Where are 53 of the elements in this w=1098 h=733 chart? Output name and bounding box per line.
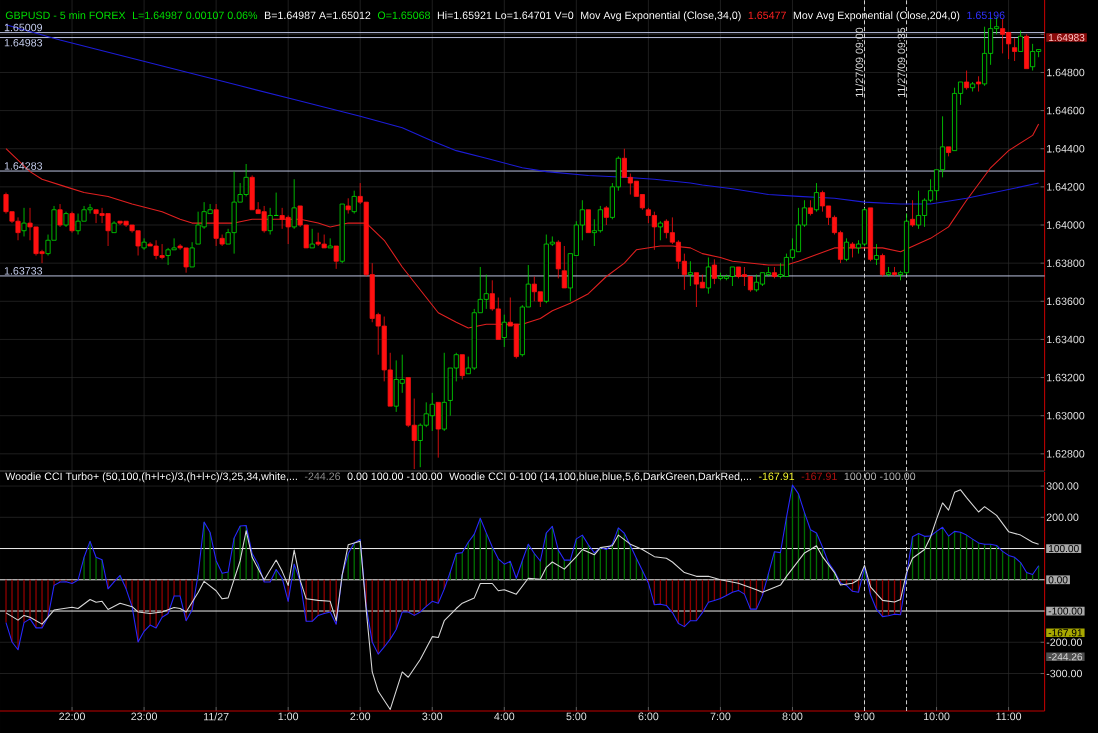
text: -244.26 bbox=[1048, 653, 1083, 661]
y-tick-label: 1.63800 bbox=[1047, 259, 1085, 267]
y-tick-label: 1.63600 bbox=[1047, 297, 1085, 306]
x-tick-label: 1:00 bbox=[278, 712, 299, 721]
annotation: Mov Avg Exponential (Close,34,0) bbox=[581, 11, 741, 22]
annotation: O=1.65068 bbox=[377, 11, 431, 20]
annotation: -244.26 bbox=[304, 472, 341, 481]
annotation: 1.65196 bbox=[967, 11, 1005, 20]
x-tick-label: 8:00 bbox=[782, 712, 803, 721]
x-tick-label: 6:00 bbox=[638, 712, 659, 721]
x-tick-label: 4:00 bbox=[494, 712, 515, 721]
y-tick-label: 1.62800 bbox=[1047, 450, 1085, 458]
x-tick-label: 2:00 bbox=[350, 712, 371, 721]
annotation: -167.91 bbox=[758, 472, 795, 481]
text: L=1.64987 0.00107 0.06% bbox=[133, 11, 258, 20]
annotation: Mov Avg Exponential (Close,204,0) bbox=[793, 11, 960, 22]
annotation: 100.00 -100.00 bbox=[844, 472, 916, 481]
annotation: 1.65477 bbox=[748, 11, 786, 20]
annotation: -167.91 bbox=[801, 472, 837, 481]
y-tick-label: 1.64600 bbox=[1047, 106, 1085, 115]
x-tick-label: 23:00 bbox=[131, 712, 158, 721]
y-tick-label: 1.64000 bbox=[1047, 221, 1085, 229]
text: -167.91 bbox=[1048, 629, 1083, 637]
ref-line-label: 1.63733 bbox=[4, 267, 43, 275]
annotation: Woodie CCI 0-100 (14,100,blue,blue,5,6,DarkGreen,DarkRed,... bbox=[449, 472, 751, 483]
y-tick-label: -200.00 bbox=[1046, 638, 1082, 647]
ref-line-label: 100.00 bbox=[1048, 544, 1079, 553]
ref-line-label: -100.00 bbox=[1048, 607, 1083, 615]
x-tick-label: 7:00 bbox=[710, 712, 731, 721]
y-tick-label: 1.63200 bbox=[1047, 373, 1085, 382]
x-tick-label: 11:00 bbox=[996, 712, 1022, 721]
y-tick-label: -300.00 bbox=[1046, 669, 1082, 678]
ref-line-label: 0.00 bbox=[1048, 576, 1068, 584]
y-tick-label: 1.64800 bbox=[1047, 68, 1085, 77]
text: GBPUSD - 5 min FOREX bbox=[5, 11, 126, 20]
ref-line-label: 1.64983 bbox=[4, 38, 43, 47]
x-tick-label: 11/27 bbox=[204, 712, 229, 721]
annotation: Hi=1.65921 Lo=1.64701 V=0 bbox=[437, 11, 574, 20]
annotation: 1.64983 bbox=[1048, 33, 1085, 42]
y-tick-label: 300.00 bbox=[1046, 482, 1079, 490]
x-tick-label: 3:00 bbox=[422, 712, 443, 721]
y-tick-label: 1.63400 bbox=[1047, 335, 1085, 344]
x-tick-label: 5:00 bbox=[566, 712, 587, 721]
y-tick-label: 200.00 bbox=[1046, 513, 1079, 522]
y-tick-label: 1.64400 bbox=[1047, 144, 1085, 153]
x-tick-label: 22:00 bbox=[59, 712, 85, 721]
chart-title: Woodie CCI Turbo+ (50,100,(h+l+c)/3,(h+l+c)/3,25,34,white,... bbox=[5, 472, 297, 483]
annotation: 0.00 100.00 -100.00 bbox=[347, 472, 443, 481]
x-tick-label: 9:00 bbox=[854, 712, 875, 721]
annotation: B=1.64987 A=1.65012 bbox=[264, 11, 371, 20]
y-tick-label: 1.64200 bbox=[1047, 183, 1085, 191]
x-tick-label: 10:00 bbox=[924, 712, 950, 721]
y-tick-label: 1.63000 bbox=[1047, 411, 1085, 420]
